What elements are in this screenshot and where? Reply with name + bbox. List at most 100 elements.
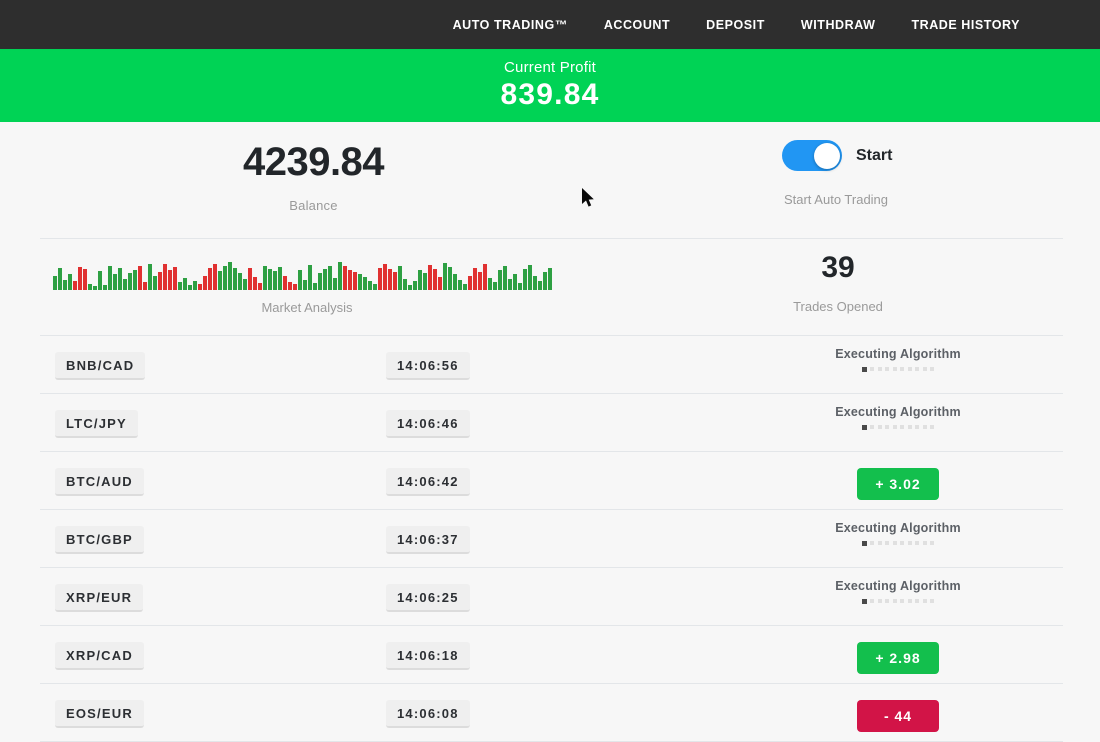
progress-dot	[922, 367, 927, 371]
market-analysis-bar	[438, 277, 442, 290]
market-analysis-bar	[538, 281, 542, 290]
market-analysis-bar	[533, 276, 537, 290]
market-analysis-bar	[473, 268, 477, 290]
trade-result-badge[interactable]: + 2.98	[857, 642, 939, 674]
nav-deposit[interactable]: DEPOSIT	[706, 17, 765, 32]
trade-pair-chip[interactable]: LTC/JPY	[55, 410, 138, 438]
trade-pair-chip[interactable]: XRP/CAD	[55, 642, 144, 670]
progress-dot	[877, 599, 882, 603]
executing-algorithm-label: Executing Algorithm	[835, 347, 961, 361]
market-analysis-bar	[58, 268, 62, 290]
nav-auto-trading[interactable]: AUTO TRADING™	[452, 17, 568, 32]
market-analysis-bar	[338, 262, 342, 290]
market-analysis-bar	[403, 279, 407, 290]
progress-dot	[885, 425, 890, 429]
market-analysis-bar	[198, 284, 202, 290]
trade-result-badge[interactable]: + 3.02	[857, 468, 939, 500]
market-analysis-bar	[353, 272, 357, 290]
market-analysis-bar	[373, 284, 377, 290]
auto-trading-toggle[interactable]	[782, 140, 842, 171]
trade-time-chip[interactable]: 14:06:37	[386, 526, 470, 554]
market-analysis-bar	[453, 274, 457, 290]
progress-dot	[915, 425, 920, 429]
progress-dot	[930, 599, 935, 603]
market-analysis-bar	[493, 282, 497, 290]
row-divider	[40, 625, 1063, 626]
trade-time-chip[interactable]: 14:06:18	[386, 642, 470, 670]
market-analysis-bar	[398, 266, 402, 290]
trade-status-cell: + 3.02	[790, 463, 1006, 500]
trade-pair-chip[interactable]: EOS/EUR	[55, 700, 144, 728]
trade-time-chip[interactable]: 14:06:08	[386, 700, 470, 728]
nav-account[interactable]: ACCOUNT	[603, 17, 671, 32]
market-analysis-bar	[293, 284, 297, 290]
trade-pair-chip[interactable]: BNB/CAD	[55, 352, 146, 380]
table-row: EOS/EUR 14:06:08 - 44	[0, 684, 1100, 741]
trade-time-chip[interactable]: 14:06:25	[386, 584, 470, 612]
market-analysis-bar	[143, 282, 147, 290]
table-row: LTC/JPY 14:06:46 Executing Algorithm	[0, 394, 1100, 451]
trades-opened-value: 39	[821, 251, 855, 284]
nav-trade-history[interactable]: TRADE HISTORY	[911, 17, 1020, 32]
market-analysis-bar	[73, 281, 77, 290]
market-analysis-bar	[318, 273, 322, 290]
market-analysis-bar	[483, 264, 487, 290]
table-row: BTC/AUD 14:06:42 + 3.02	[0, 452, 1100, 509]
market-analysis-chart	[53, 258, 552, 290]
trade-time-chip[interactable]: 14:06:46	[386, 410, 470, 438]
market-analysis-bar	[543, 272, 547, 290]
market-analysis-bar	[78, 267, 82, 290]
market-analysis-bar	[348, 270, 352, 290]
market-analysis-label: Market Analysis	[261, 300, 353, 315]
progress-dot	[885, 541, 890, 545]
progress-dot	[861, 540, 867, 546]
current-profit-value: 839.84	[500, 78, 600, 111]
section-divider	[40, 238, 1063, 239]
balance-block: 4239.84 Balance	[236, 142, 391, 213]
trade-status-cell: Executing Algorithm	[790, 521, 1006, 546]
market-analysis-bar	[128, 273, 132, 290]
progress-dot	[877, 367, 882, 371]
auto-trading-toggle-block: Start Start Auto Trading	[782, 140, 894, 207]
market-analysis-bar	[363, 277, 367, 290]
market-analysis-bar	[383, 264, 387, 290]
market-analysis-bar	[233, 268, 237, 290]
market-analysis-bar	[113, 274, 117, 290]
market-analysis-bar	[428, 265, 432, 290]
market-analysis-bar	[183, 278, 187, 290]
market-analysis-section: Market Analysis 39 Trades Opened	[0, 239, 1100, 335]
trade-time-chip[interactable]: 14:06:56	[386, 352, 470, 380]
progress-dot	[877, 425, 882, 429]
balance-label: Balance	[289, 198, 338, 213]
market-analysis-bar	[283, 276, 287, 290]
progress-dot	[922, 425, 927, 429]
trade-result-badge[interactable]: - 44	[857, 700, 939, 732]
market-analysis-bar	[303, 280, 307, 290]
market-analysis-bar	[228, 262, 232, 290]
progress-dot	[877, 541, 882, 545]
nav-item-list: AUTO TRADING™ ACCOUNT DEPOSIT WITHDRAW TRADE…	[435, 18, 1038, 32]
row-divider	[40, 393, 1063, 394]
market-analysis-bar	[218, 271, 222, 290]
market-analysis-bar	[418, 270, 422, 290]
executing-algorithm-label: Executing Algorithm	[835, 405, 961, 419]
progress-dot	[915, 367, 920, 371]
market-analysis-bar	[103, 285, 107, 290]
progress-dot	[922, 599, 927, 603]
nav-withdraw[interactable]: WITHDRAW	[800, 17, 876, 32]
market-analysis-bar	[273, 271, 277, 290]
trade-time-chip[interactable]: 14:06:42	[386, 468, 470, 496]
trade-pair-chip[interactable]: XRP/EUR	[55, 584, 144, 612]
trade-pair-chip[interactable]: BTC/GBP	[55, 526, 144, 554]
summary-top-section: 4239.84 Balance Start Start Auto Trading	[0, 122, 1100, 238]
market-analysis-bar	[333, 278, 337, 290]
market-analysis-bar	[468, 276, 472, 290]
progress-dot	[900, 425, 905, 429]
market-analysis-bar	[253, 277, 257, 290]
auto-trading-toggle-row: Start	[782, 140, 894, 171]
market-analysis-bar	[223, 266, 227, 290]
market-analysis-bar	[443, 263, 447, 290]
market-analysis-bar	[518, 283, 522, 290]
market-analysis-bar	[173, 267, 177, 290]
trade-pair-chip[interactable]: BTC/AUD	[55, 468, 144, 496]
